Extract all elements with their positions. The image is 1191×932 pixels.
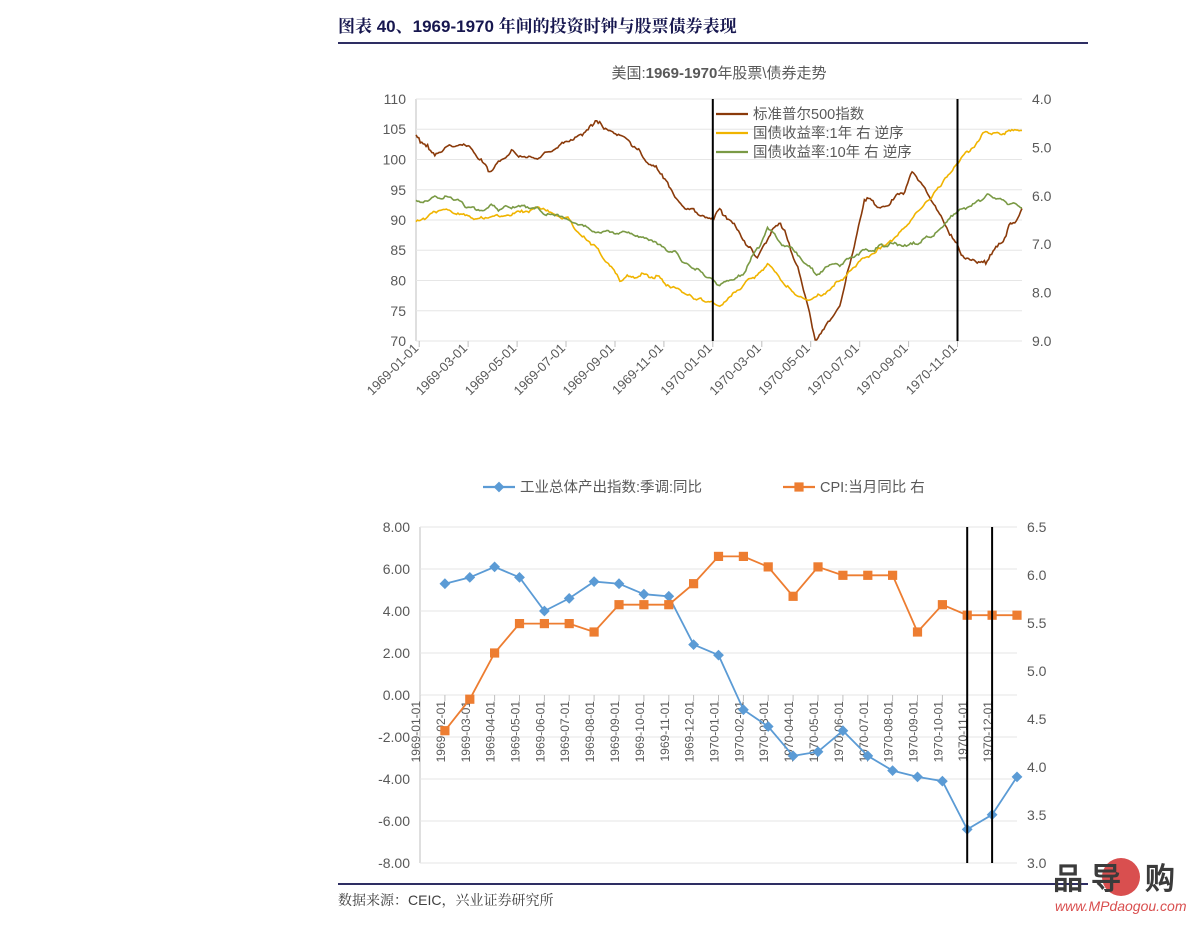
svg-text:1969-01-01: 1969-01-01: [409, 701, 423, 763]
svg-text:CPI:当月同比 右: CPI:当月同比 右: [820, 479, 925, 496]
svg-text:4.00: 4.00: [383, 603, 410, 619]
svg-text:www.MPdaogou.com: www.MPdaogou.com: [1055, 898, 1187, 914]
svg-text:购: 购: [1145, 863, 1175, 896]
svg-text:1970-01-01: 1970-01-01: [708, 701, 722, 763]
svg-text:-6.00: -6.00: [378, 813, 410, 829]
svg-text:1969-09-01: 1969-09-01: [608, 701, 622, 763]
svg-text:6.0: 6.0: [1027, 567, 1047, 583]
svg-text:3.5: 3.5: [1027, 807, 1047, 823]
svg-text:6.5: 6.5: [1027, 519, 1047, 535]
svg-text:1970-10-01: 1970-10-01: [931, 701, 945, 763]
svg-text:1969-07-01: 1969-07-01: [558, 701, 572, 763]
svg-text:8.00: 8.00: [383, 519, 410, 535]
svg-text:4.5: 4.5: [1027, 711, 1047, 727]
svg-text:0.00: 0.00: [383, 687, 410, 703]
svg-text:1969-05-01: 1969-05-01: [509, 701, 523, 763]
svg-text:1970-08-01: 1970-08-01: [882, 701, 896, 763]
svg-text:1969-11-01: 1969-11-01: [658, 701, 672, 762]
svg-text:3.0: 3.0: [1027, 855, 1047, 871]
svg-text:4.0: 4.0: [1027, 759, 1047, 775]
svg-text:1970-03-01: 1970-03-01: [757, 701, 771, 763]
svg-text:-4.00: -4.00: [378, 771, 410, 787]
svg-text:导: 导: [1091, 863, 1121, 896]
svg-text:5.0: 5.0: [1027, 663, 1047, 679]
svg-text:1969-04-01: 1969-04-01: [484, 701, 498, 763]
svg-text:2.00: 2.00: [383, 645, 410, 661]
svg-text:1969-12-01: 1969-12-01: [683, 701, 697, 763]
svg-text:工业总体产出指数:季调:同比: 工业总体产出指数:季调:同比: [520, 479, 702, 496]
svg-text:5.5: 5.5: [1027, 615, 1047, 631]
svg-text:-8.00: -8.00: [378, 855, 410, 871]
svg-text:1969-06-01: 1969-06-01: [533, 701, 547, 763]
svg-text:-2.00: -2.00: [378, 729, 410, 745]
svg-text:6.00: 6.00: [383, 561, 410, 577]
svg-text:1969-10-01: 1969-10-01: [633, 701, 647, 763]
svg-text:1970-09-01: 1970-09-01: [907, 701, 921, 763]
svg-text:品: 品: [1053, 863, 1083, 896]
svg-text:1969-08-01: 1969-08-01: [583, 701, 597, 763]
